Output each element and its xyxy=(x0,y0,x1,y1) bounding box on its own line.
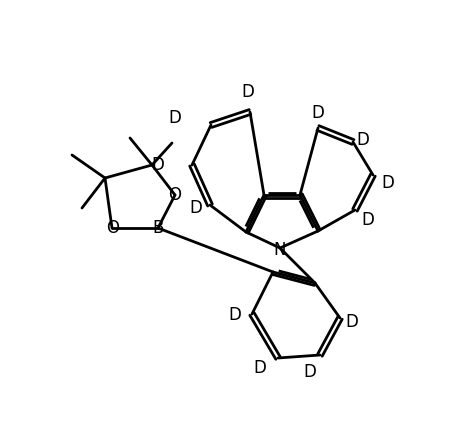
Text: B: B xyxy=(152,219,163,237)
Text: D: D xyxy=(228,306,241,324)
Text: D: D xyxy=(381,174,394,192)
Text: D: D xyxy=(151,156,164,174)
Text: D: D xyxy=(345,313,358,331)
Text: D: D xyxy=(361,211,374,229)
Text: D: D xyxy=(253,359,266,377)
Text: D: D xyxy=(168,109,181,127)
Text: O: O xyxy=(168,186,181,204)
Text: N: N xyxy=(273,241,286,259)
Text: D: D xyxy=(356,131,369,149)
Text: D: D xyxy=(189,199,202,217)
Text: D: D xyxy=(241,83,254,101)
Text: D: D xyxy=(311,104,324,122)
Text: D: D xyxy=(303,363,316,381)
Text: O: O xyxy=(106,219,119,237)
